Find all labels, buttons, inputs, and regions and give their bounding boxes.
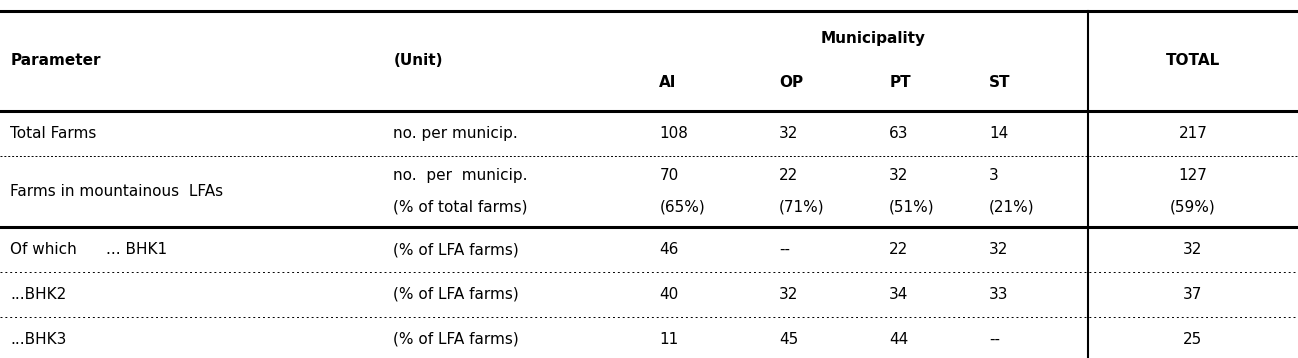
Text: 127: 127 — [1179, 168, 1207, 183]
Text: Municipality: Municipality — [822, 31, 925, 46]
Text: 11: 11 — [659, 332, 679, 347]
Text: 33: 33 — [989, 287, 1009, 302]
Text: OP: OP — [779, 76, 803, 91]
Text: 37: 37 — [1184, 287, 1202, 302]
Text: 32: 32 — [779, 126, 798, 141]
Text: (59%): (59%) — [1169, 200, 1216, 215]
Text: (% of LFA farms): (% of LFA farms) — [393, 332, 519, 347]
Text: 45: 45 — [779, 332, 798, 347]
Text: 32: 32 — [779, 287, 798, 302]
Text: 44: 44 — [889, 332, 909, 347]
Text: --: -- — [779, 242, 789, 257]
Text: TOTAL: TOTAL — [1166, 53, 1220, 68]
Text: (% of total farms): (% of total farms) — [393, 200, 528, 215]
Text: 14: 14 — [989, 126, 1009, 141]
Text: (21%): (21%) — [989, 200, 1035, 215]
Text: 70: 70 — [659, 168, 679, 183]
Text: 32: 32 — [989, 242, 1009, 257]
Text: (51%): (51%) — [889, 200, 935, 215]
Text: Parameter: Parameter — [10, 53, 101, 68]
Text: (71%): (71%) — [779, 200, 824, 215]
Text: 32: 32 — [1184, 242, 1202, 257]
Text: 63: 63 — [889, 126, 909, 141]
Text: (Unit): (Unit) — [393, 53, 443, 68]
Text: 40: 40 — [659, 287, 679, 302]
Text: ...BHK3: ...BHK3 — [10, 332, 66, 347]
Text: --: -- — [989, 332, 999, 347]
Text: 3: 3 — [989, 168, 999, 183]
Text: 25: 25 — [1184, 332, 1202, 347]
Text: no.  per  municip.: no. per municip. — [393, 168, 528, 183]
Text: no. per municip.: no. per municip. — [393, 126, 518, 141]
Text: Of which      ... BHK1: Of which ... BHK1 — [10, 242, 167, 257]
Text: (65%): (65%) — [659, 200, 705, 215]
Text: AI: AI — [659, 76, 676, 91]
Text: 32: 32 — [889, 168, 909, 183]
Text: 22: 22 — [779, 168, 798, 183]
Text: 46: 46 — [659, 242, 679, 257]
Text: 108: 108 — [659, 126, 688, 141]
Text: 34: 34 — [889, 287, 909, 302]
Text: Farms in mountainous  LFAs: Farms in mountainous LFAs — [10, 184, 223, 199]
Text: (% of LFA farms): (% of LFA farms) — [393, 242, 519, 257]
Text: 217: 217 — [1179, 126, 1207, 141]
Text: PT: PT — [889, 76, 911, 91]
Text: Total Farms: Total Farms — [10, 126, 97, 141]
Text: ST: ST — [989, 76, 1011, 91]
Text: (% of LFA farms): (% of LFA farms) — [393, 287, 519, 302]
Text: ...BHK2: ...BHK2 — [10, 287, 66, 302]
Text: 22: 22 — [889, 242, 909, 257]
